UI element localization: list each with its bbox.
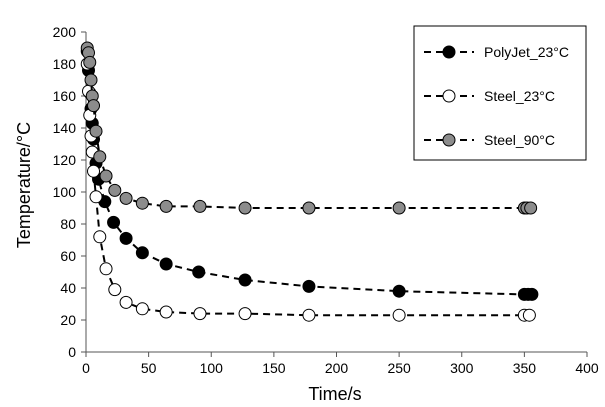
data-point [84,73,98,87]
y-tick-label: 80 [60,216,76,232]
legend-box [413,25,587,161]
axes: 0 50 100 150 200 250 300 350 400 0 20 40 60 80 100 120 1… [53,24,599,376]
data-point [135,302,149,316]
data-point [93,150,107,164]
legend-item-2: Steel_23°C [424,88,555,104]
data-point [193,307,207,321]
data-point [392,284,406,298]
data-point [119,191,133,205]
data-point [392,308,406,322]
y-tick-label: 180 [53,56,77,72]
data-point [99,169,113,183]
data-point [89,190,103,204]
data-point [108,283,122,297]
x-tick-label: 200 [325,360,349,376]
legend-label: Steel_90°C [484,132,555,148]
y-tick-label: 200 [53,24,77,40]
data-point [302,308,316,322]
data-point [302,201,316,215]
data-point [108,183,122,197]
legend-marker [442,89,456,103]
y-tick-label: 40 [60,280,76,296]
x-tick-label: 300 [450,360,474,376]
data-point [302,279,316,293]
x-tick-label: 350 [513,360,537,376]
data-point [93,230,107,244]
x-tick-label: 250 [387,360,411,376]
data-point [192,265,206,279]
y-tick-label: 60 [60,248,76,264]
x-tick-label: 400 [575,360,599,376]
data-point [89,124,103,138]
data-point [392,201,406,215]
y-tick-label: 0 [68,344,76,360]
legend-label: PolyJet_23°C [484,44,569,60]
y-tick-label: 140 [53,120,77,136]
data-point [524,201,538,215]
legend-label: Steel_23°C [484,88,555,104]
y-tick-label: 100 [53,184,77,200]
data-point [87,164,101,178]
data-point [119,231,133,245]
y-axis-title: Temperature/°C [14,122,34,248]
x-tick-label: 50 [141,360,157,376]
legend: PolyJet_23°C Steel_23°C Steel_90°C [413,25,587,161]
data-point [159,305,173,319]
x-tick-label: 100 [200,360,224,376]
data-point [159,257,173,271]
data-point [159,199,173,213]
x-tick-label: 150 [262,360,286,376]
data-point [87,99,101,113]
data-point [238,273,252,287]
y-tick-label: 20 [60,312,76,328]
data-point [135,246,149,260]
data-point [193,199,207,213]
y-tick-label: 160 [53,88,77,104]
data-point [238,307,252,321]
legend-marker [442,45,456,59]
data-point [83,55,97,69]
legend-marker [442,133,456,147]
data-point [522,308,536,322]
legend-item-1: PolyJet_23°C [424,44,569,60]
series-layer [80,41,539,322]
data-point [107,215,121,229]
data-point [525,287,539,301]
data-point [119,295,133,309]
data-point [238,201,252,215]
legend-item-3: Steel_90°C [424,132,555,148]
series-3 [80,41,538,215]
data-point [99,262,113,276]
y-tick-label: 120 [53,152,77,168]
x-axis-title: Time/s [308,384,361,404]
data-point [135,196,149,210]
x-tick-label: 0 [82,360,90,376]
